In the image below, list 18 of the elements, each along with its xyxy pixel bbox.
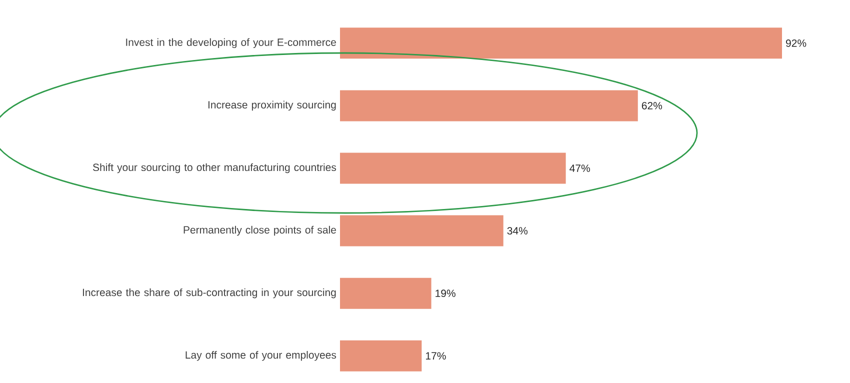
- y-tick-label: Permanently close points of sale: [184, 226, 336, 236]
- bar: [340, 215, 504, 246]
- data-label: 34%: [507, 227, 528, 234]
- data-label: 17%: [426, 352, 446, 360]
- data-label: 62%: [642, 102, 662, 110]
- data-label: 92%: [786, 39, 806, 47]
- y-tick-label: Increase the share of sub-contracting in your sourcing: [82, 288, 336, 298]
- bar: [340, 152, 566, 184]
- y-tick-label: Lay off some of your employees: [186, 350, 336, 361]
- bar: [340, 340, 422, 372]
- bar: [340, 90, 638, 122]
- y-tick-label: Invest in the developing of your E-commerce: [126, 38, 336, 48]
- y-tick-label: Increase proximity sourcing: [208, 100, 336, 111]
- data-label: 47%: [570, 164, 590, 172]
- y-tick-label: Shift your sourcing to other manufacturing countries: [92, 163, 336, 174]
- bar: [340, 28, 782, 59]
- bar: [340, 278, 432, 309]
- data-label: 19%: [436, 290, 456, 298]
